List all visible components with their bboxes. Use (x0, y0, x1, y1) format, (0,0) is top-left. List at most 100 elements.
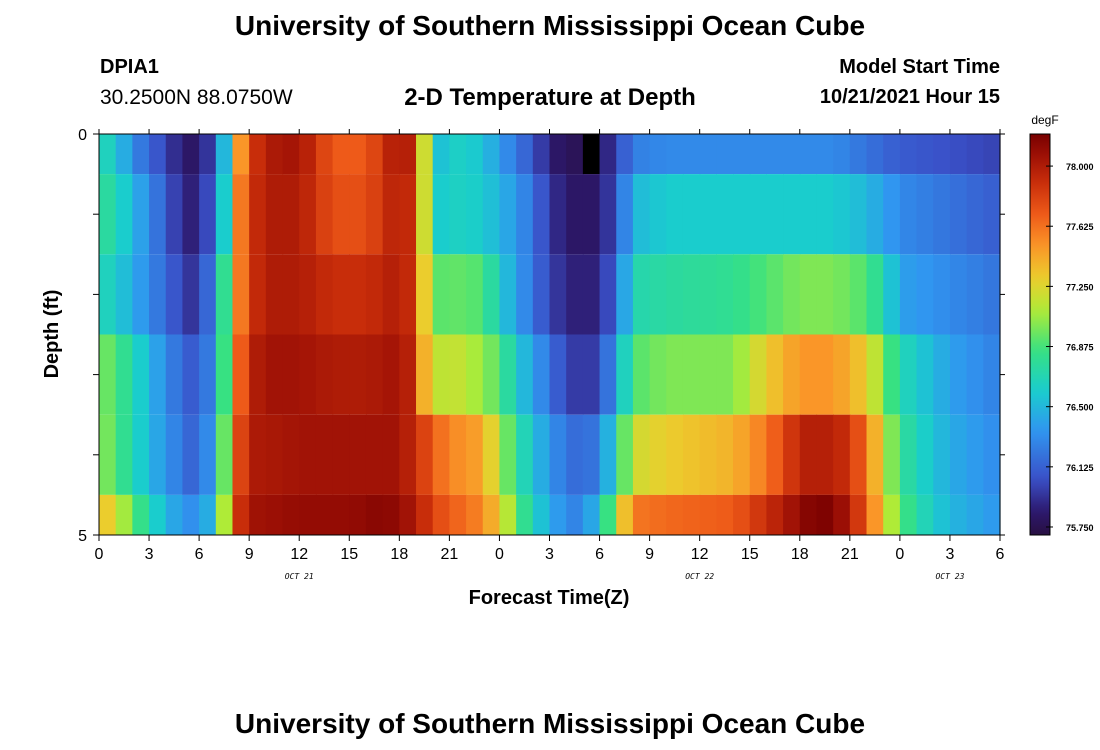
heatmap-cell (699, 494, 717, 535)
heatmap-cell (549, 494, 567, 535)
heatmap-cell (416, 134, 434, 175)
heatmap-cell (132, 334, 150, 415)
heatmap-cell (616, 494, 634, 535)
x-tick-label: 3 (145, 546, 154, 563)
heatmap-cell (749, 134, 768, 175)
colorbar-tick-label: 77.250 (1066, 282, 1094, 292)
heatmap-cell (482, 134, 501, 175)
x-tick-label: 12 (691, 546, 709, 563)
heatmap-cell (532, 254, 551, 335)
heatmap-cell (132, 134, 150, 175)
date-label: OCT 21 (285, 572, 314, 581)
heatmap-cell (499, 134, 517, 175)
heatmap-cell (949, 494, 968, 535)
heatmap-cell (866, 414, 884, 495)
heatmap-cell (582, 254, 601, 335)
heatmap-cell (115, 494, 133, 535)
heatmap-cell (499, 494, 517, 535)
heatmap-cell (365, 254, 384, 335)
heatmap-cell (132, 414, 150, 495)
heatmap-cell (282, 334, 300, 415)
heatmap-cell (632, 174, 651, 255)
heatmap-cell (265, 254, 284, 335)
heatmap-cell (232, 174, 250, 255)
heatmap-cell (833, 134, 851, 175)
heatmap-cell (649, 254, 667, 335)
heatmap-cell (816, 134, 834, 175)
heatmap-cell (199, 334, 217, 415)
heatmap-cell (766, 134, 784, 175)
colorbar-tick-label: 76.500 (1066, 403, 1094, 413)
y-tick-label: 0 (78, 127, 87, 144)
heatmap-cell (199, 414, 217, 495)
x-tick-label: 6 (996, 546, 1005, 563)
chart-subtitle: 2-D Temperature at Depth (404, 84, 696, 111)
heatmap-cell (966, 254, 984, 335)
heatmap-cell (115, 174, 133, 255)
heatmap-cell (416, 494, 434, 535)
heatmap-cell (399, 134, 417, 175)
heatmap-cell (182, 414, 200, 495)
heatmap-cell (783, 254, 801, 335)
colorbar-tick-label: 77.625 (1066, 222, 1094, 232)
x-tick-label: 0 (95, 546, 104, 563)
heatmap-cell (766, 494, 784, 535)
heatmap-cell (499, 174, 517, 255)
heatmap-cell (549, 134, 567, 175)
heatmap-cell (632, 254, 651, 335)
heatmap-cell (582, 494, 601, 535)
heatmap-cell (716, 254, 734, 335)
heatmap-cell (966, 414, 984, 495)
heatmap-cell (599, 174, 617, 255)
heatmap-cell (682, 494, 701, 535)
heatmap-cell (432, 254, 450, 335)
heatmap-cell (115, 334, 133, 415)
heatmap-cell (182, 134, 200, 175)
heatmap-cell (783, 134, 801, 175)
heatmap-cell (682, 174, 701, 255)
heatmap-cell (332, 414, 350, 495)
heatmap-cell (382, 414, 400, 495)
heatmap-cell (432, 334, 450, 415)
heatmap-cell (949, 414, 968, 495)
heatmap-cell (315, 174, 334, 255)
heatmap-cell (916, 334, 934, 415)
heatmap-cell (182, 254, 200, 335)
heatmap-cell (99, 134, 117, 175)
heatmap-cell (966, 174, 984, 255)
heatmap-cell (265, 334, 284, 415)
heatmap-cell (115, 254, 133, 335)
heatmap-cell (883, 494, 901, 535)
heatmap-cell (666, 414, 684, 495)
heatmap-cell (299, 334, 317, 415)
heatmap-cell (382, 134, 400, 175)
heatmap-cell (632, 414, 651, 495)
heatmap-cell (916, 254, 934, 335)
heatmap-cell (165, 134, 184, 175)
heatmap-cell (232, 414, 250, 495)
heatmap-cell (699, 254, 717, 335)
heatmap-cell (816, 494, 834, 535)
heatmap-cell (482, 174, 501, 255)
heatmap-cell (315, 414, 334, 495)
heatmap-cell (749, 494, 768, 535)
heatmap-cell (132, 494, 150, 535)
x-tick-label: 6 (595, 546, 604, 563)
heatmap-cell (215, 414, 234, 495)
heatmap-cell (265, 414, 284, 495)
heatmap-cell (783, 494, 801, 535)
heatmap-cell (632, 134, 651, 175)
heatmap-cell (199, 174, 217, 255)
heatmap-cell (466, 254, 484, 335)
heatmap-cell (833, 254, 851, 335)
model-start-value: 10/21/2021 Hour 15 (819, 86, 1000, 108)
heatmap-cell (532, 174, 551, 255)
heatmap-cell (666, 134, 684, 175)
x-tick-label: 0 (895, 546, 904, 563)
heatmap-cell (282, 414, 300, 495)
heatmap-cell (449, 334, 467, 415)
heatmap-cell (265, 134, 284, 175)
heatmap-cell (99, 254, 117, 335)
heatmap-cell (666, 334, 684, 415)
heatmap-cell (249, 134, 267, 175)
